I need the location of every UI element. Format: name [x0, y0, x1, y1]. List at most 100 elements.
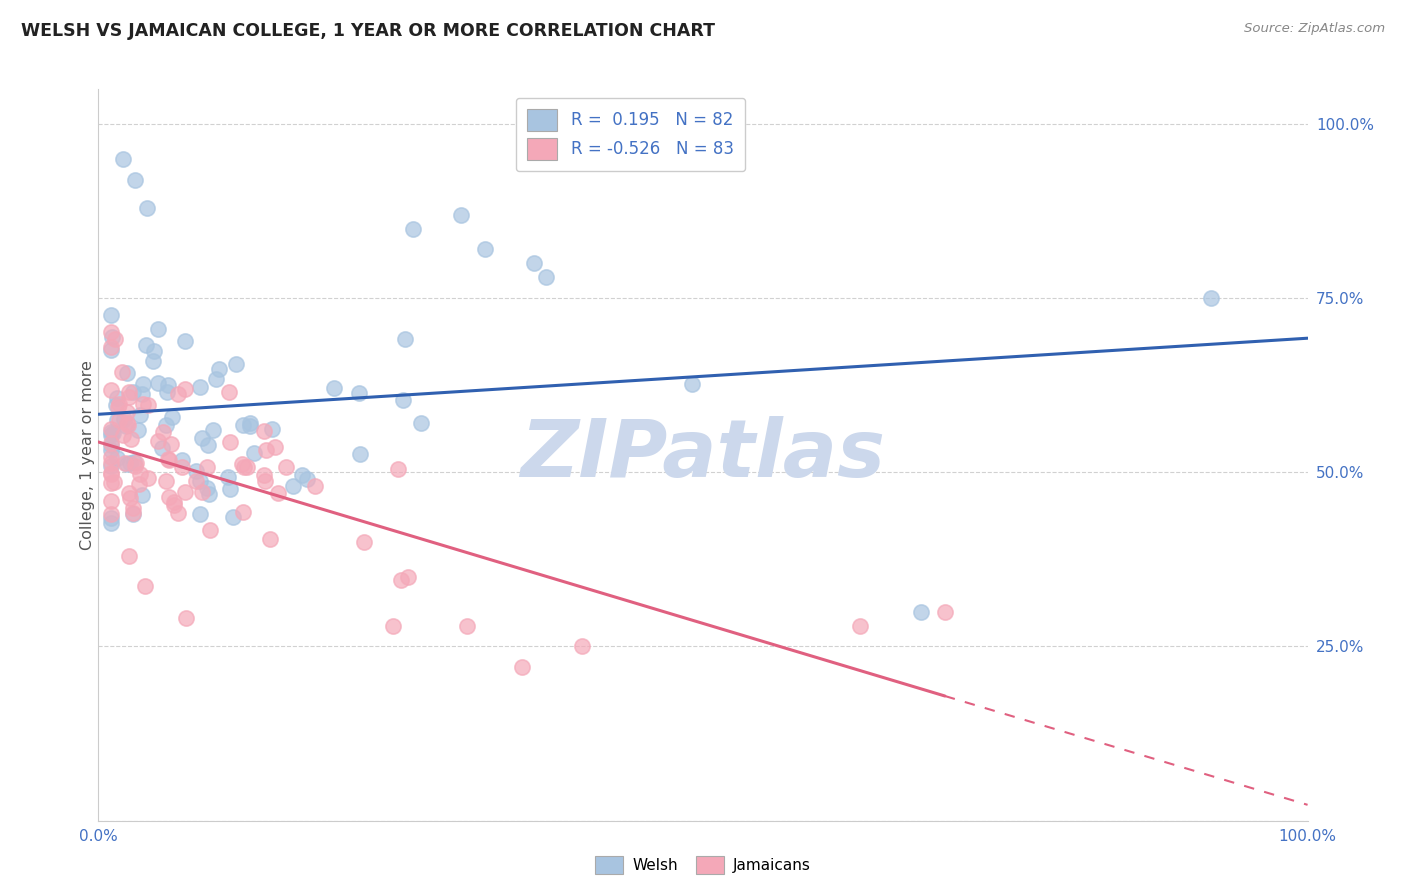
Point — [100, 456, 122, 470]
Point — [156, 378, 179, 392]
Point — [131, 488, 153, 502]
Point — [100, 466, 122, 480]
Point — [108, 397, 131, 411]
Point — [100, 425, 122, 439]
Point — [396, 570, 419, 584]
Point — [163, 498, 186, 512]
Point — [186, 474, 208, 488]
Point — [198, 523, 221, 537]
Point — [231, 457, 253, 471]
Point — [191, 485, 214, 500]
Point — [125, 456, 148, 470]
Point — [157, 452, 180, 467]
Point — [124, 173, 146, 187]
Point — [163, 495, 186, 509]
Point — [104, 332, 127, 346]
Point — [243, 445, 266, 459]
Point — [157, 490, 180, 504]
Point — [120, 433, 142, 447]
Point — [349, 385, 371, 400]
Point — [205, 372, 228, 386]
Point — [131, 387, 153, 401]
Point — [188, 380, 211, 394]
Point — [174, 383, 197, 397]
Text: ZIPatlas: ZIPatlas — [520, 416, 886, 494]
Point — [131, 397, 153, 411]
Point — [100, 516, 122, 530]
Point — [124, 459, 146, 474]
Point — [849, 618, 872, 632]
Point — [450, 208, 472, 222]
Point — [105, 450, 128, 465]
Point — [225, 357, 247, 371]
Point — [136, 398, 159, 412]
Point — [681, 376, 703, 391]
Point — [152, 425, 174, 439]
Text: WELSH VS JAMAICAN COLLEGE, 1 YEAR OR MORE CORRELATION CHART: WELSH VS JAMAICAN COLLEGE, 1 YEAR OR MOR… — [21, 22, 716, 40]
Point — [202, 423, 225, 437]
Legend: Welsh, Jamaicans: Welsh, Jamaicans — [589, 850, 817, 880]
Point — [118, 486, 141, 500]
Point — [172, 453, 194, 467]
Point — [105, 398, 128, 412]
Point — [160, 437, 183, 451]
Point — [117, 549, 139, 564]
Point — [100, 422, 122, 436]
Point — [150, 441, 173, 455]
Point — [166, 506, 188, 520]
Point — [129, 467, 152, 481]
Point — [259, 533, 281, 547]
Point — [233, 460, 256, 475]
Point — [112, 412, 135, 426]
Point — [281, 479, 304, 493]
Point — [148, 321, 170, 335]
Point — [111, 152, 134, 166]
Point — [456, 618, 478, 632]
Point — [571, 640, 593, 654]
Point — [100, 450, 122, 464]
Point — [148, 376, 170, 390]
Point — [156, 384, 179, 399]
Point — [155, 417, 177, 432]
Point — [121, 501, 143, 516]
Point — [108, 412, 131, 426]
Point — [188, 507, 211, 521]
Point — [100, 436, 122, 450]
Point — [934, 605, 956, 619]
Point — [218, 385, 240, 400]
Point — [115, 417, 138, 431]
Point — [100, 343, 122, 357]
Point — [267, 486, 290, 500]
Point — [217, 470, 239, 484]
Point — [253, 474, 276, 488]
Point — [117, 417, 139, 432]
Point — [100, 384, 122, 398]
Point — [297, 472, 319, 486]
Point — [120, 456, 142, 470]
Point — [173, 334, 195, 349]
Point — [118, 491, 141, 505]
Point — [100, 325, 122, 339]
Point — [100, 475, 122, 490]
Point — [195, 459, 218, 474]
Point — [387, 461, 409, 475]
Point — [121, 385, 143, 400]
Point — [349, 447, 371, 461]
Point — [136, 471, 159, 485]
Point — [155, 474, 177, 488]
Point — [219, 434, 242, 449]
Point — [105, 391, 128, 405]
Point — [100, 308, 122, 322]
Point — [1199, 291, 1222, 305]
Point — [100, 428, 122, 442]
Point — [103, 425, 125, 440]
Point — [160, 410, 183, 425]
Point — [534, 270, 557, 285]
Point — [100, 438, 122, 452]
Point — [134, 579, 156, 593]
Point — [100, 340, 122, 354]
Point — [191, 431, 214, 445]
Point — [381, 618, 404, 632]
Point — [290, 468, 312, 483]
Point — [219, 483, 242, 497]
